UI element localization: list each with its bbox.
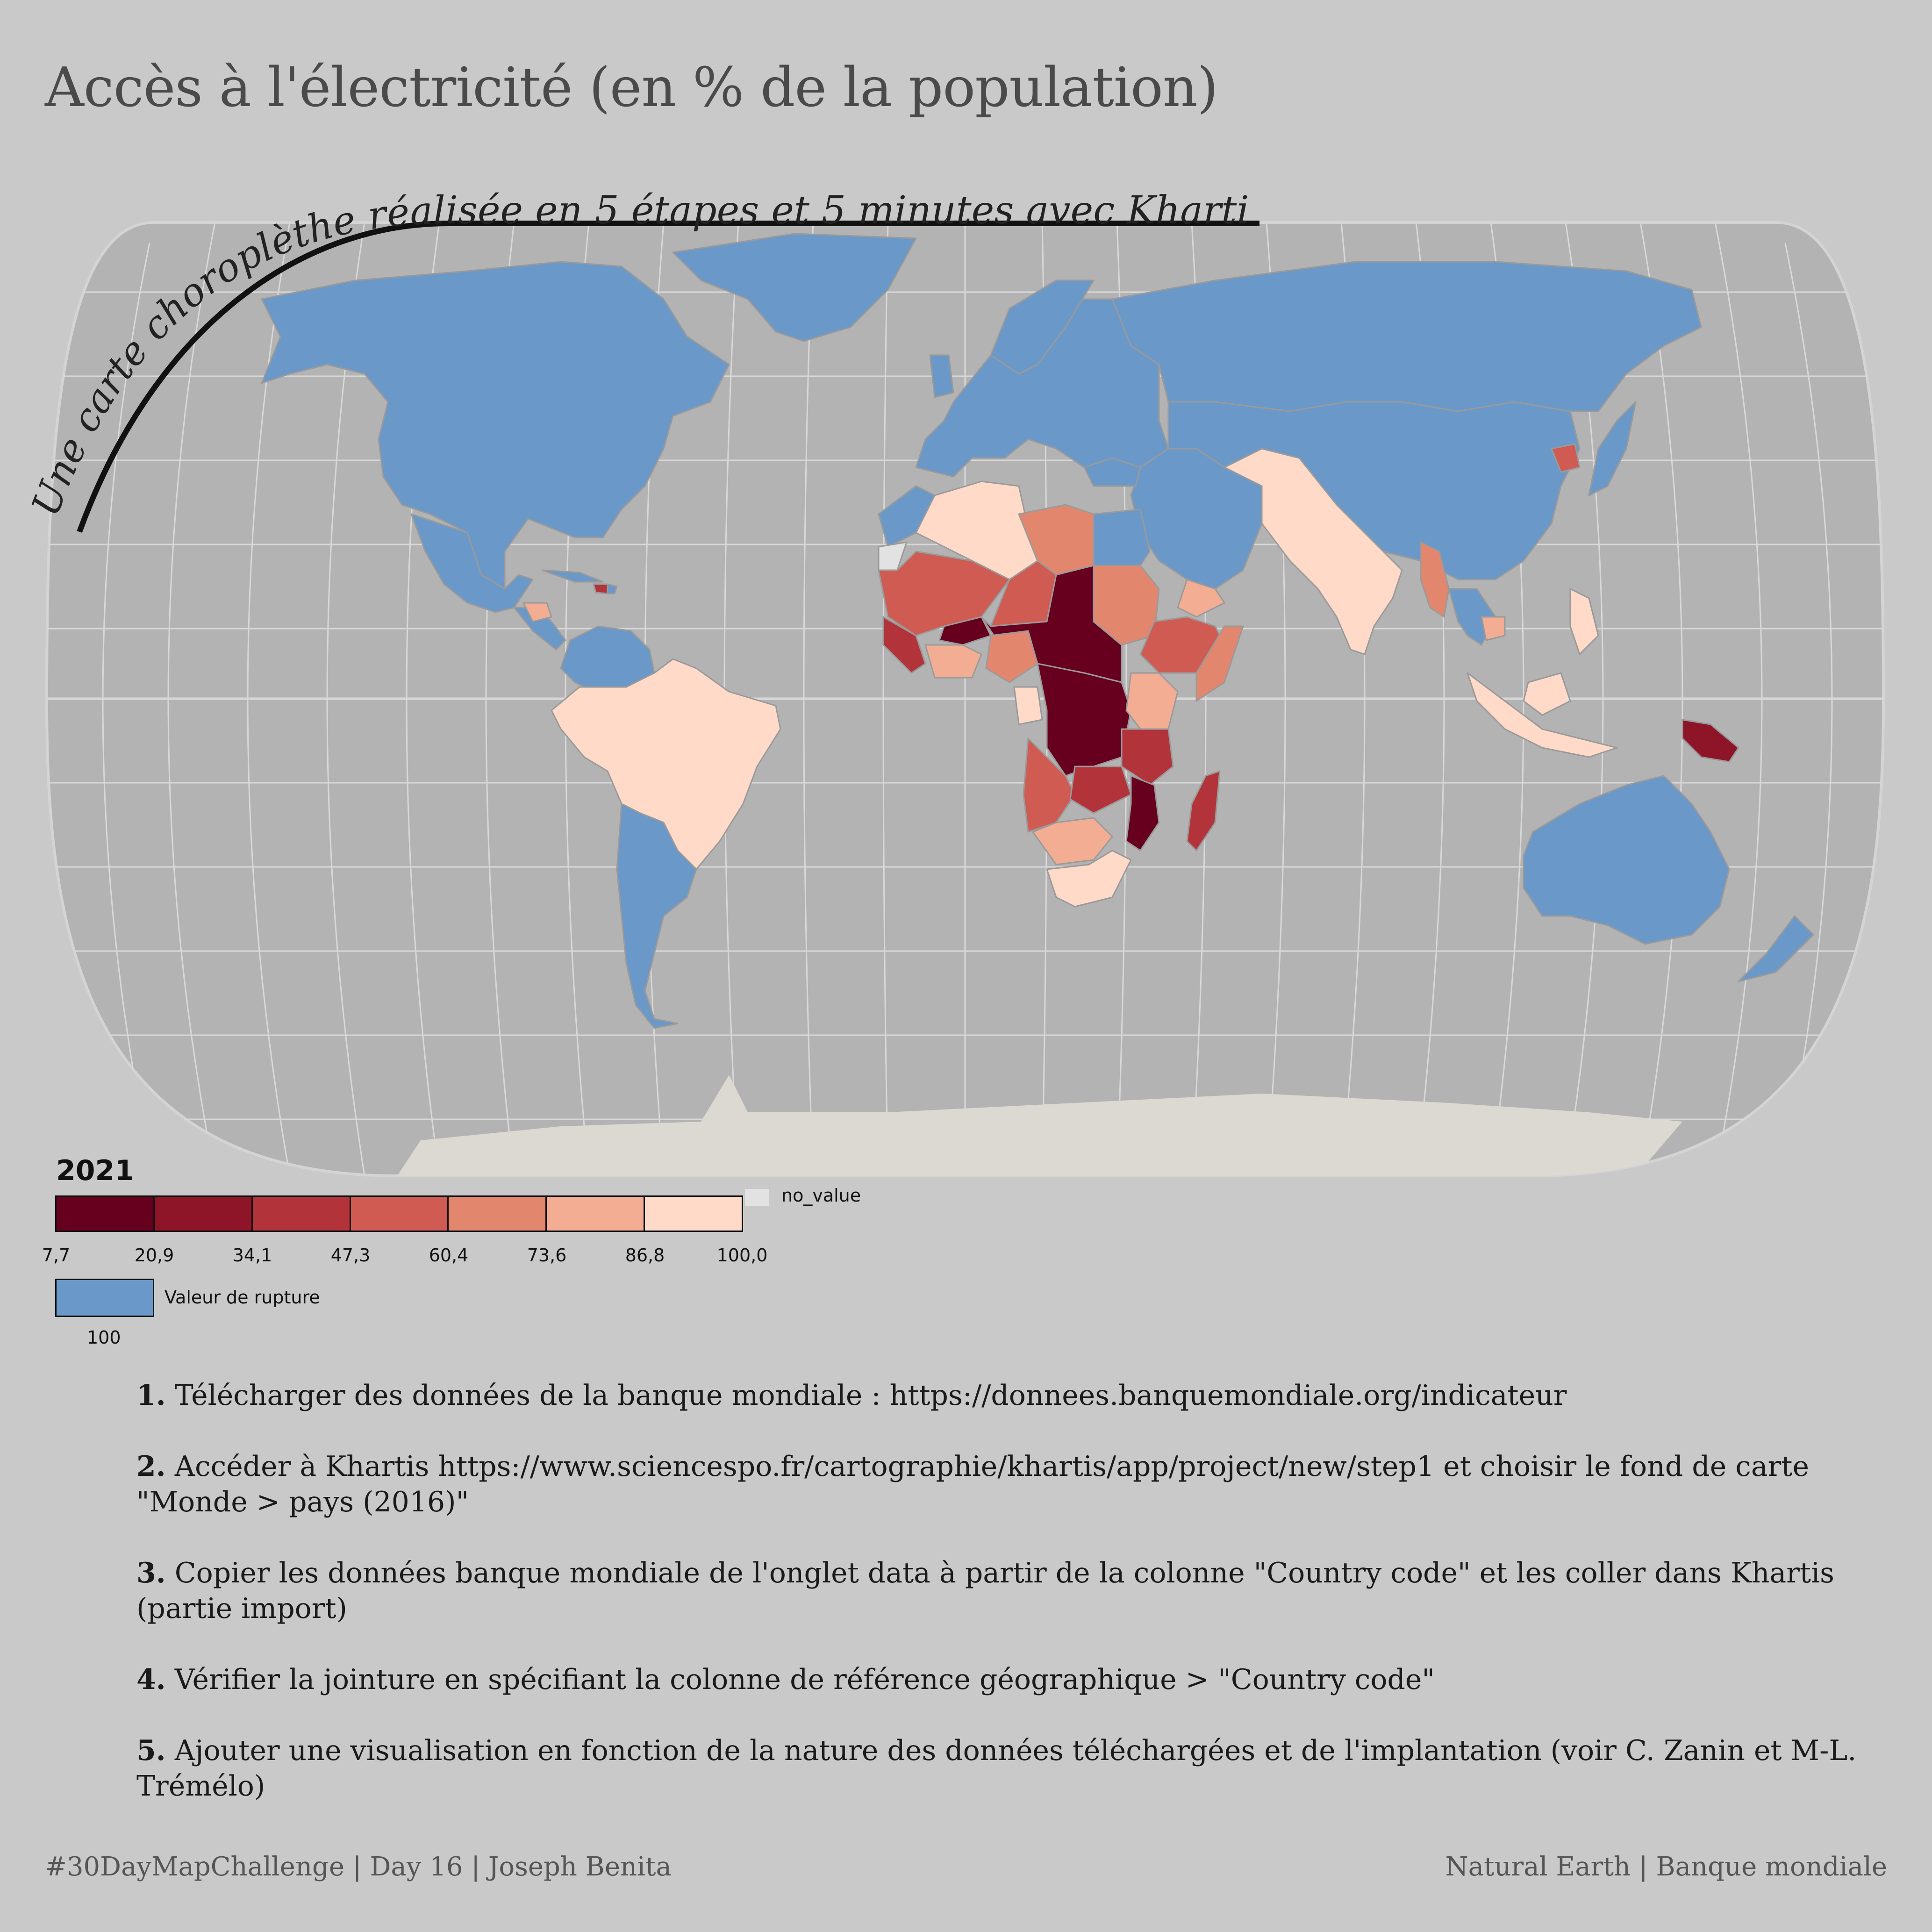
namibia-botswana [1032, 817, 1113, 866]
japan [1588, 401, 1637, 496]
somalia [1195, 625, 1244, 702]
cuba [541, 569, 604, 583]
step-item: 5. Ajouter une visualisation en fonction… [136, 1734, 1857, 1803]
legend-class-4 [351, 1197, 449, 1231]
indonesia [1467, 672, 1618, 758]
south-asia [1224, 448, 1403, 655]
legend-tick: 20,9 [134, 1245, 174, 1266]
rupture-label: Valeur de rupture [165, 1287, 320, 1308]
steps-list: 1. Télécharger des données de la banque … [136, 1378, 1884, 1839]
madagascar [1186, 770, 1221, 852]
legend-tick: 7,7 [42, 1245, 71, 1266]
borneo [1523, 672, 1571, 716]
yemen [1177, 579, 1225, 618]
north-america [261, 261, 730, 590]
mexico [410, 513, 534, 613]
step-item: 3. Copier les données banque mondiale de… [136, 1557, 1834, 1625]
turkey [1083, 457, 1141, 487]
australia [1523, 775, 1730, 945]
legend-class-2 [154, 1197, 253, 1231]
world-map: Une carte choroplèthe réalisée en 5 étap… [0, 0, 1885, 1177]
legend-class-6 [547, 1197, 645, 1231]
legend-class-1 [57, 1197, 155, 1231]
uk [929, 354, 954, 398]
southern-cone [616, 803, 697, 1029]
honduras [522, 602, 552, 623]
legend-class-3 [252, 1197, 351, 1231]
south-africa [1046, 850, 1132, 908]
footer-sources: Natural Earth | Banque mondiale [1445, 1852, 1887, 1882]
step-item: 4. Vérifier la jointure en spécifiant la… [136, 1663, 1435, 1696]
senegal-guinea [882, 616, 926, 674]
footer-credits: #30DayMapChallenge | Day 16 | Joseph Ben… [45, 1852, 672, 1882]
legend-tick: 73,6 [527, 1245, 567, 1266]
burkina-faso [938, 616, 992, 646]
greenland [672, 233, 917, 342]
drc [1037, 663, 1132, 777]
north-korea [1551, 443, 1581, 473]
philippines [1569, 588, 1599, 655]
legend-class-7 [645, 1197, 742, 1231]
new-zealand [1738, 915, 1814, 982]
brazil-peru-bolivia [551, 658, 781, 870]
russia [1111, 261, 1702, 412]
legend-color-scale [55, 1195, 743, 1232]
no-value-swatch [745, 1189, 769, 1206]
dominican-republic [607, 583, 618, 594]
gabon-congo [1013, 686, 1043, 725]
map-title: Accès à l'électricité (en % de la popula… [45, 56, 1218, 119]
mozambique-malawi [1125, 775, 1160, 852]
scandinavia [990, 279, 1095, 375]
nigeria [985, 630, 1038, 683]
legend-tick: 34,1 [232, 1245, 272, 1266]
legend-tick: 60,4 [429, 1245, 469, 1266]
cote-divoire-ghana [924, 644, 982, 679]
haiti [593, 583, 608, 594]
legend-class-5 [449, 1197, 547, 1231]
papua-new-guinea [1682, 719, 1739, 763]
myanmar [1420, 541, 1450, 618]
tanzania [1121, 728, 1174, 786]
rupture-value: 100 [87, 1327, 121, 1348]
legend-tick: 100,0 [716, 1245, 768, 1266]
mauritania-mali [878, 551, 1010, 637]
legend-year: 2021 [56, 1154, 134, 1187]
zambia [1069, 766, 1132, 814]
step-item: 1. Télécharger des données de la banque … [136, 1379, 1567, 1412]
step-item: 2. Accéder à Khartis https://www.science… [136, 1450, 1809, 1518]
legend-tick: 86,8 [625, 1245, 665, 1266]
no-value-label: no_value [781, 1185, 861, 1206]
egypt [1093, 508, 1151, 566]
legend-tick: 47,3 [330, 1245, 371, 1266]
antarctica [397, 1075, 1682, 1176]
cambodia [1481, 616, 1506, 641]
rupture-swatch [55, 1279, 154, 1317]
subtitle-arc-line [77, 221, 1259, 533]
